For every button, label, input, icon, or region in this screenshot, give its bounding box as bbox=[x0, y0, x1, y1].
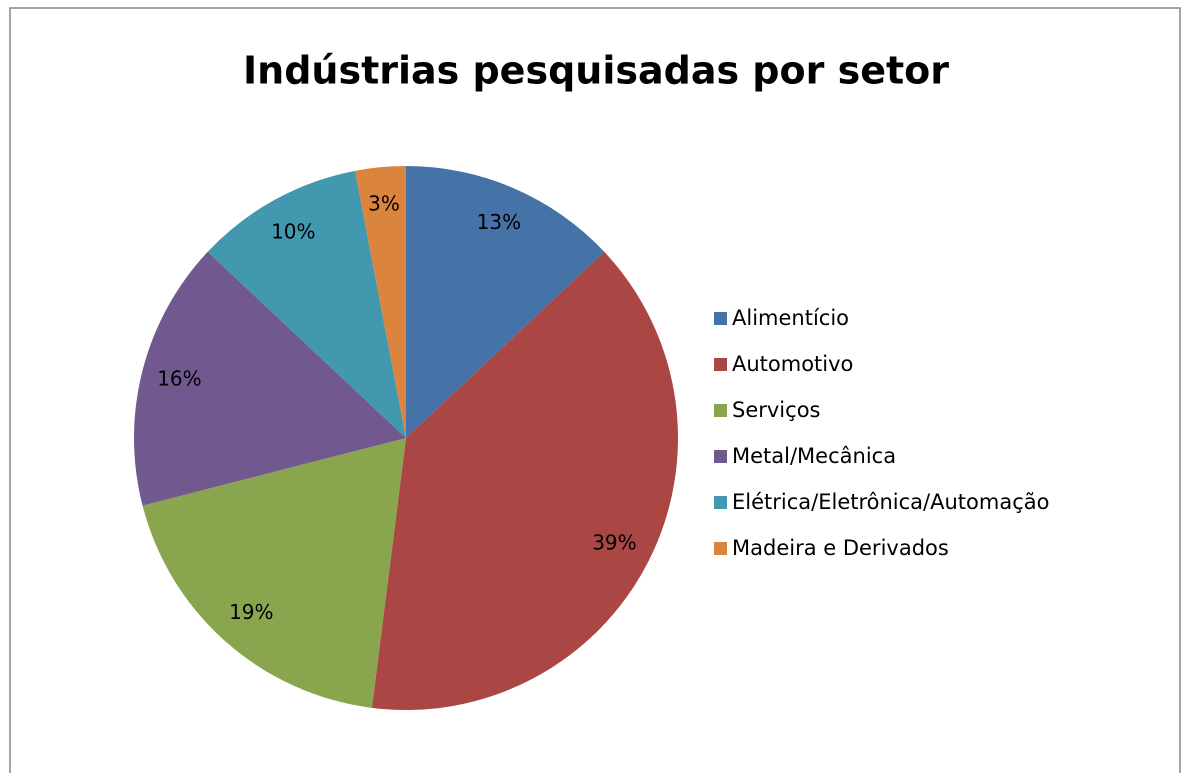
legend-label: Automotivo bbox=[732, 352, 853, 376]
legend-label: Madeira e Derivados bbox=[732, 536, 949, 560]
pie-slice bbox=[142, 438, 406, 708]
legend-label: Elétrica/Eletrônica/Automação bbox=[732, 490, 1049, 514]
legend-label: Alimentício bbox=[732, 306, 849, 330]
pie-slice bbox=[207, 170, 406, 438]
chart-title: Indústrias pesquisadas por setor bbox=[243, 49, 949, 93]
data-label: 3% bbox=[368, 192, 400, 216]
data-label: 10% bbox=[271, 220, 315, 244]
legend-swatch bbox=[714, 542, 727, 555]
legend-swatch bbox=[714, 404, 727, 417]
data-label: 13% bbox=[477, 210, 521, 234]
data-label: 19% bbox=[229, 600, 273, 624]
legend-swatch bbox=[714, 496, 727, 509]
legend-label: Serviços bbox=[732, 398, 820, 422]
pie-slice bbox=[355, 166, 406, 438]
data-label: 39% bbox=[592, 531, 636, 555]
legend-swatch bbox=[714, 358, 727, 371]
legend-label: Metal/Mecânica bbox=[732, 444, 896, 468]
legend-swatch bbox=[714, 450, 727, 463]
data-label: 16% bbox=[157, 366, 201, 390]
pie-slice bbox=[406, 166, 605, 438]
legend-swatch bbox=[714, 312, 727, 325]
pie-slice bbox=[134, 251, 407, 506]
pie-slice bbox=[371, 251, 678, 710]
